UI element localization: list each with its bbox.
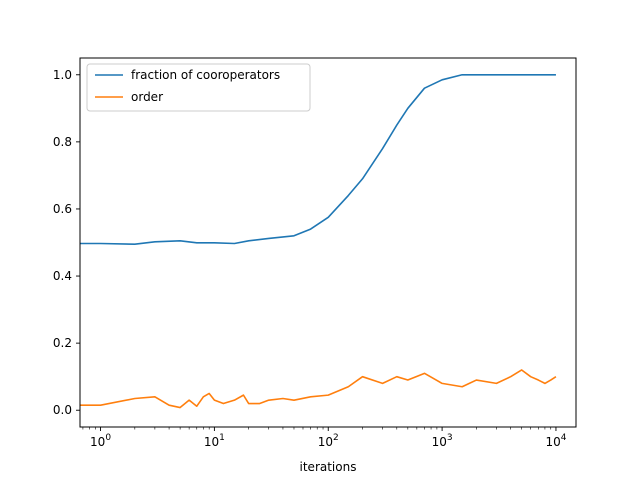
legend-label-2: order (131, 90, 163, 104)
series-line-2 (80, 369, 557, 409)
x-axis-label: iterations (300, 460, 357, 474)
y-tick-label: 0.8 (53, 135, 72, 149)
y-tick-label: 0.6 (53, 202, 72, 216)
x-tick-label: 103 (432, 433, 453, 449)
y-tick-label: 1.0 (53, 68, 72, 82)
legend: fraction of cooroperators order (86, 63, 311, 112)
y-tick-label: 0.4 (53, 269, 72, 283)
x-tick-label: 101 (204, 433, 225, 449)
y-tick-label: 0.0 (53, 403, 72, 417)
series-layer (80, 73, 557, 409)
x-axis: 100 101 102 103 104 (82, 427, 567, 449)
y-axis: 0.0 0.2 0.4 0.6 0.8 1.0 (53, 68, 80, 417)
x-tick-label: 104 (545, 433, 566, 449)
y-tick-label: 0.2 (53, 336, 72, 350)
x-tick-label: 102 (318, 433, 339, 449)
series-line-1 (80, 73, 556, 245)
x-tick-label: 100 (90, 433, 111, 449)
legend-label-1: fraction of cooroperators (131, 68, 280, 82)
plot-area (80, 73, 557, 409)
legend-box (86, 63, 311, 112)
